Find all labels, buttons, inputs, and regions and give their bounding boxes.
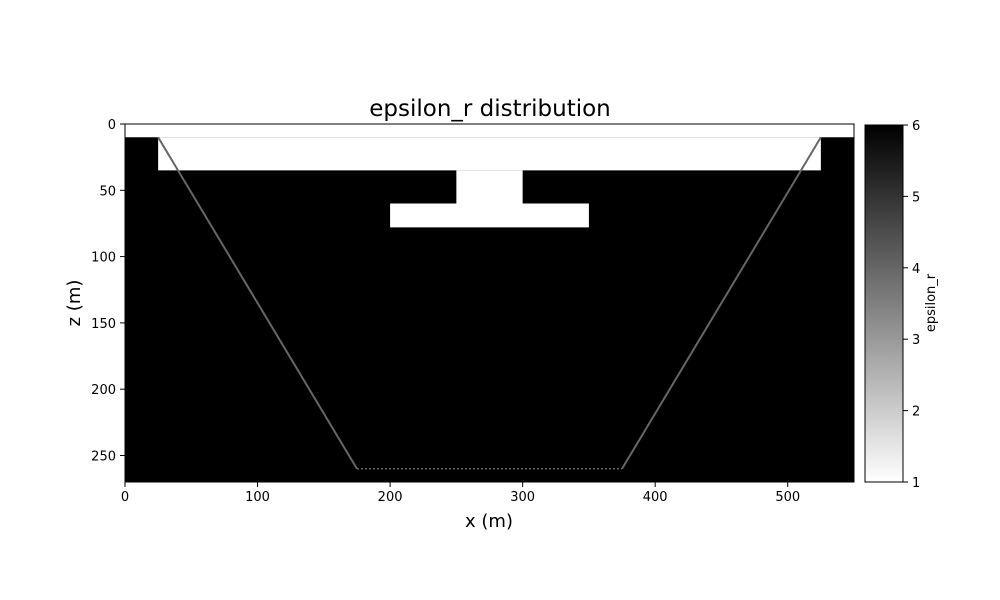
colorbar-gradient <box>864 124 904 483</box>
plot-area <box>124 123 855 483</box>
region-air-top <box>125 124 854 138</box>
x-axis: 0 100 200 300 400 500 <box>121 482 800 505</box>
colorbar: 1 2 3 4 5 6 epsilon_r <box>864 119 939 491</box>
z-tick-label: 0 <box>108 118 116 133</box>
colorbar-tick-label: 3 <box>912 333 920 348</box>
z-tick-label: 100 <box>91 251 116 266</box>
x-tick-label: 300 <box>510 490 535 505</box>
colorbar-ticks: 1 2 3 4 5 6 <box>903 119 920 491</box>
region-air-upper-band <box>158 137 821 171</box>
x-tick-label: 0 <box>121 490 129 505</box>
colorbar-tick-label: 2 <box>912 405 920 420</box>
colorbar-tick-label: 5 <box>912 190 920 205</box>
x-tick-label: 500 <box>775 490 800 505</box>
colorbar-tick-label: 6 <box>912 119 920 134</box>
z-axis: 0 50 100 150 200 250 <box>91 118 125 464</box>
z-tick-label: 150 <box>91 317 116 332</box>
x-axis-label: x (m) <box>465 511 513 532</box>
z-axis-label: z (m) <box>64 280 85 327</box>
x-tick-label: 400 <box>643 490 668 505</box>
region-air-neck <box>456 170 523 204</box>
colorbar-label: epsilon_r <box>924 273 939 332</box>
z-tick-label: 250 <box>91 449 116 464</box>
x-tick-label: 200 <box>378 490 403 505</box>
boundary-trench-right-wall <box>621 136 822 470</box>
x-tick-label: 100 <box>245 490 270 505</box>
boundary-trench-left-wall <box>157 136 358 470</box>
chart-title: epsilon_r distribution <box>369 96 611 122</box>
plot-frame <box>124 123 855 483</box>
z-tick-label: 200 <box>91 383 116 398</box>
colorbar-tick-label: 4 <box>912 262 920 277</box>
z-tick-label: 50 <box>99 184 116 199</box>
region-air-crossbar <box>390 203 589 228</box>
colorbar-tick-label: 1 <box>912 476 920 491</box>
